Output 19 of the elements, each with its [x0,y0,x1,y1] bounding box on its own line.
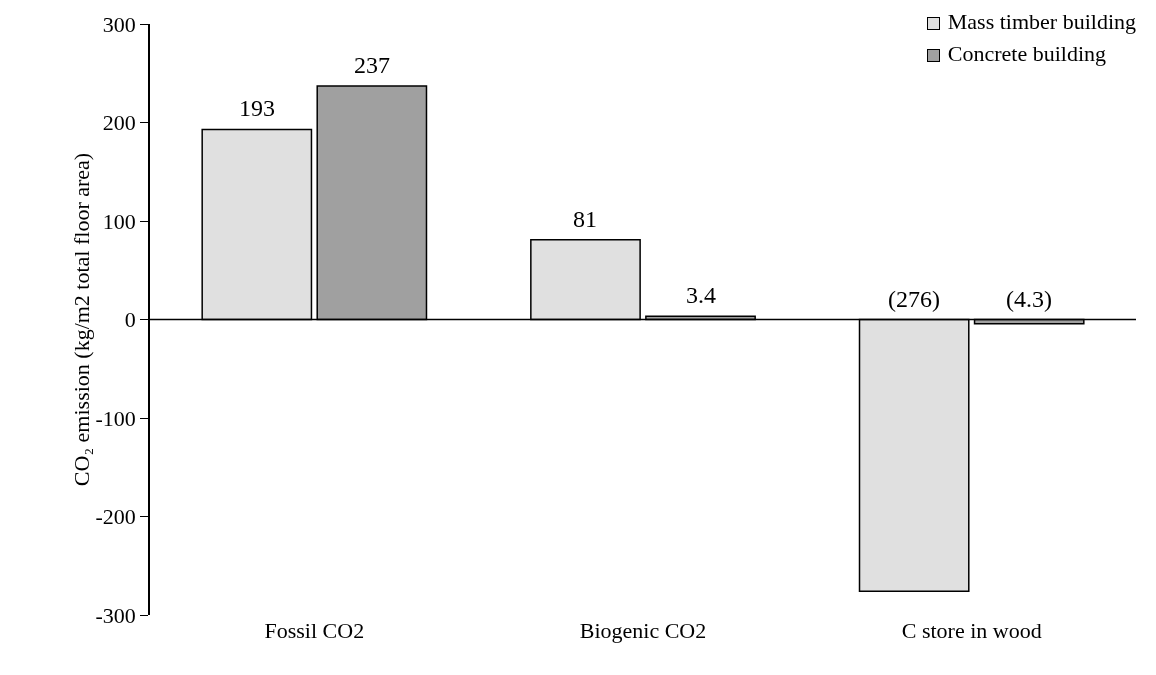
y-axis-title: CO₂ emission (kg/m2 total floor area) [68,152,94,487]
data-label: (276) [888,286,940,312]
x-tick-label: Fossil CO2 [264,618,365,643]
legend-label: Concrete building [947,41,1107,66]
y-tick-label: -100 [95,405,136,431]
legend-label: Mass timber building [947,9,1136,34]
y-tick-label: 100 [102,208,136,234]
x-tick-label: Biogenic CO2 [579,618,707,643]
y-tick-label: -200 [95,504,136,530]
data-label: 3.4 [686,282,716,308]
data-label: (4.3) [1006,286,1052,312]
y-tick-label: 0 [124,307,136,333]
x-tick-label: C store in wood [901,618,1042,643]
data-label: 81 [573,206,597,232]
y-tick-label: -300 [95,602,136,628]
data-label: 237 [354,52,390,78]
y-tick-label: 300 [102,11,136,37]
data-label: 193 [239,95,275,121]
y-tick-label: 200 [102,110,136,136]
